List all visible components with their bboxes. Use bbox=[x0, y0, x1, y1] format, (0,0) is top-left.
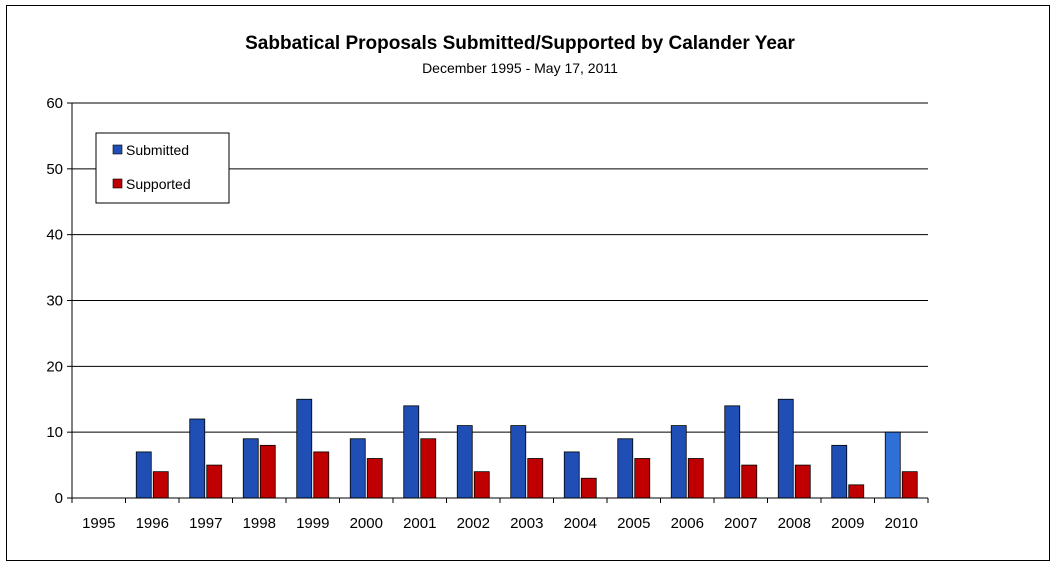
bar-submitted-2003 bbox=[510, 425, 527, 499]
y-tick-label: 0 bbox=[55, 490, 63, 507]
bar-submitted-2009 bbox=[831, 444, 848, 499]
bar-submitted-2006 bbox=[670, 425, 687, 499]
legend-label-supported: Supported bbox=[126, 176, 191, 192]
bar-submitted-1997 bbox=[189, 418, 206, 499]
x-tick-label: 2003 bbox=[510, 515, 543, 532]
y-axis-ticks: 0 10 20 30 40 50 60 bbox=[46, 95, 72, 507]
bar-submitted-2000 bbox=[349, 438, 366, 499]
y-tick-label: 40 bbox=[46, 227, 63, 244]
y-tick-label: 20 bbox=[46, 358, 63, 375]
x-tick-label: 1997 bbox=[189, 515, 222, 532]
x-tick-label: 2001 bbox=[403, 515, 436, 532]
bar-submitted-2002 bbox=[456, 425, 473, 499]
bar-submitted-2004 bbox=[563, 451, 580, 499]
bar-supported-2007 bbox=[741, 464, 758, 499]
x-tick-label: 2008 bbox=[778, 515, 811, 532]
x-tick-label: 2010 bbox=[885, 515, 918, 532]
x-tick-label: 2002 bbox=[457, 515, 490, 532]
bar-supported-1996 bbox=[152, 471, 169, 499]
x-tick-label: 2009 bbox=[831, 515, 864, 532]
bar-supported-2004 bbox=[580, 477, 597, 499]
y-tick-label: 10 bbox=[46, 424, 63, 441]
bar-supported-2005 bbox=[634, 458, 651, 499]
bar-submitted-1998 bbox=[242, 438, 259, 499]
bar-supported-2008 bbox=[794, 464, 811, 499]
bar-submitted-1999 bbox=[296, 398, 313, 499]
bar-supported-2009 bbox=[848, 484, 865, 499]
bar-supported-2006 bbox=[687, 458, 704, 499]
x-tick-label: 1996 bbox=[136, 515, 169, 532]
bar-supported-1998 bbox=[259, 444, 276, 499]
bar-submitted-2001 bbox=[403, 405, 420, 499]
chart-title: Sabbatical Proposals Submitted/Supported… bbox=[245, 33, 795, 54]
bar-supported-1997 bbox=[206, 464, 223, 499]
x-tick-label: 1995 bbox=[82, 515, 115, 532]
y-tick-label: 50 bbox=[46, 161, 63, 178]
x-tick-label: 1999 bbox=[296, 515, 329, 532]
bar-supported-1999 bbox=[313, 451, 330, 499]
bar-supported-2001 bbox=[420, 438, 437, 499]
bar-submitted-2005 bbox=[617, 438, 634, 499]
legend-swatch-submitted bbox=[112, 144, 123, 155]
x-tick-label: 2007 bbox=[724, 515, 757, 532]
bar-supported-2010 bbox=[901, 471, 918, 499]
bar-supported-2002 bbox=[473, 471, 490, 499]
bar-submitted-2010 bbox=[884, 431, 901, 499]
legend-label-submitted: Submitted bbox=[126, 142, 189, 158]
chart-subtitle: December 1995 - May 17, 2011 bbox=[422, 60, 618, 76]
legend: Submitted Supported bbox=[95, 132, 230, 204]
y-tick-label: 60 bbox=[46, 95, 63, 112]
x-axis-ticks: 1995 1996 1997 1998 1999 2000 2001 2002 2003 2004… bbox=[71, 498, 929, 532]
bar-supported-2000 bbox=[366, 458, 383, 499]
legend-swatch-supported bbox=[112, 178, 123, 189]
x-tick-label: 2004 bbox=[564, 515, 597, 532]
bar-submitted-1996 bbox=[135, 451, 152, 499]
bar-submitted-2008 bbox=[777, 398, 794, 499]
x-tick-label: 2005 bbox=[617, 515, 650, 532]
bar-supported-2003 bbox=[527, 458, 544, 499]
x-tick-label: 2006 bbox=[671, 515, 704, 532]
legend-box bbox=[95, 132, 230, 204]
x-tick-label: 2000 bbox=[350, 515, 383, 532]
bar-submitted-2007 bbox=[724, 405, 741, 499]
bars bbox=[135, 398, 918, 499]
y-tick-label: 30 bbox=[46, 293, 63, 310]
x-tick-label: 1998 bbox=[243, 515, 276, 532]
